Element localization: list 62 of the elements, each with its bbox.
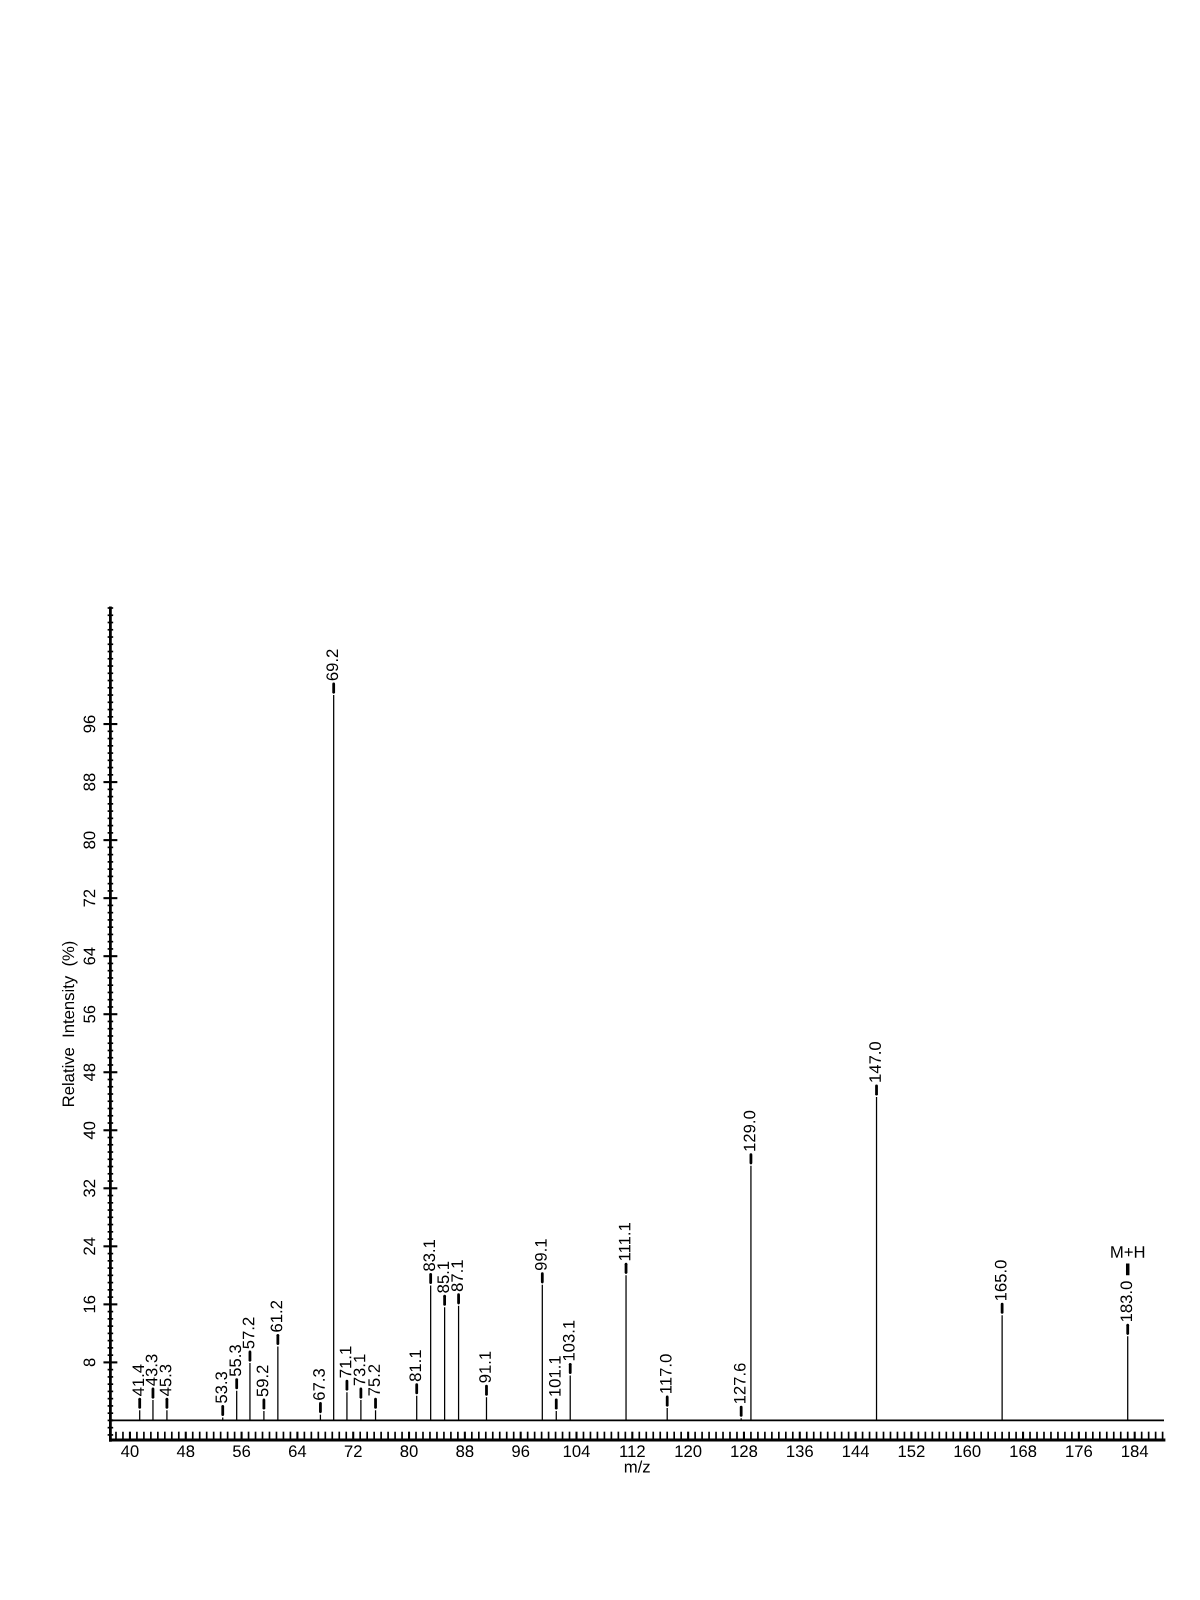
annotation: 85.1 [437,1261,450,1293]
x-tick-label: 120 [675,1445,702,1458]
annotation: 165.0 [994,1260,1007,1301]
x-tick-label: 176 [1066,1445,1093,1458]
y-tick-label: 88 [83,773,96,791]
annotation: 81.1 [409,1350,422,1382]
annotation: 71.1 [339,1346,352,1378]
x-tick-label: 40 [121,1445,139,1458]
y-tick-label: 72 [83,889,96,907]
annotation: 59.2 [256,1365,269,1397]
x-tick-label: 160 [954,1445,981,1458]
y-tick-label: 16 [83,1295,96,1313]
y-tick-label: 40 [83,1121,96,1140]
annotation: 101.1 [548,1356,561,1396]
annotation: 147.0 [869,1041,881,1082]
y-tick-label: 24 [83,1237,96,1255]
y-tick-label: 64 [83,947,96,965]
annotation: 183.0 [1120,1281,1133,1322]
y-tick-label: 32 [83,1179,96,1197]
annotation: 61.2 [270,1300,283,1332]
x-tick-label: 80 [400,1445,418,1458]
y-axis-title: Relative Intensity (%) [61,941,78,1106]
x-tick-label: 136 [787,1445,813,1458]
annotation: 99.1 [534,1239,547,1271]
x-tick-label: 96 [512,1445,530,1458]
x-tick-label: 88 [456,1445,474,1458]
x-tick-label: 112 [620,1445,645,1457]
annotation: 67.3 [313,1369,325,1400]
annotation: 129.0 [743,1110,756,1151]
y-tick-label: 48 [83,1063,96,1082]
annotation: 103.1 [562,1320,575,1361]
x-axis-title: m/z [624,1460,650,1473]
annotation: 91.1 [479,1351,491,1383]
annotation: 83.1 [423,1239,436,1271]
annotation: 75.2 [368,1364,381,1396]
x-tick-label: 72 [344,1445,362,1457]
annotation: 57.2 [242,1317,255,1349]
x-tick-label: 56 [232,1445,251,1458]
annotation: 87.1 [451,1260,464,1292]
x-tick-label: 168 [1010,1445,1037,1458]
annotation: 69.2 [326,649,339,681]
annotation: M+H [1111,1246,1145,1258]
annotation: 41.4 [132,1364,145,1396]
x-tick-label: 152 [898,1445,925,1458]
annotation: 111.1 [618,1223,631,1261]
annotation: 127.6 [733,1363,746,1404]
x-tick-label: 64 [288,1445,307,1458]
x-tick-label: 184 [1122,1445,1149,1458]
y-tick-label: 56 [83,1005,96,1023]
annotation: 55.3 [229,1345,242,1377]
annotation: 43.3 [145,1354,158,1386]
annotation: 73.1 [353,1354,366,1386]
annotation: 117.0 [659,1354,672,1393]
x-tick-label: 104 [563,1445,590,1458]
x-tick-label: 48 [176,1445,195,1458]
y-tick-label: 80 [83,831,96,849]
annotation: 45.3 [159,1364,172,1396]
y-tick-label: 96 [83,715,96,733]
x-tick-label: 128 [731,1445,758,1458]
y-tick-label: 8 [83,1358,96,1367]
annotation: 53.3 [215,1371,228,1403]
x-tick-label: 144 [842,1445,870,1457]
